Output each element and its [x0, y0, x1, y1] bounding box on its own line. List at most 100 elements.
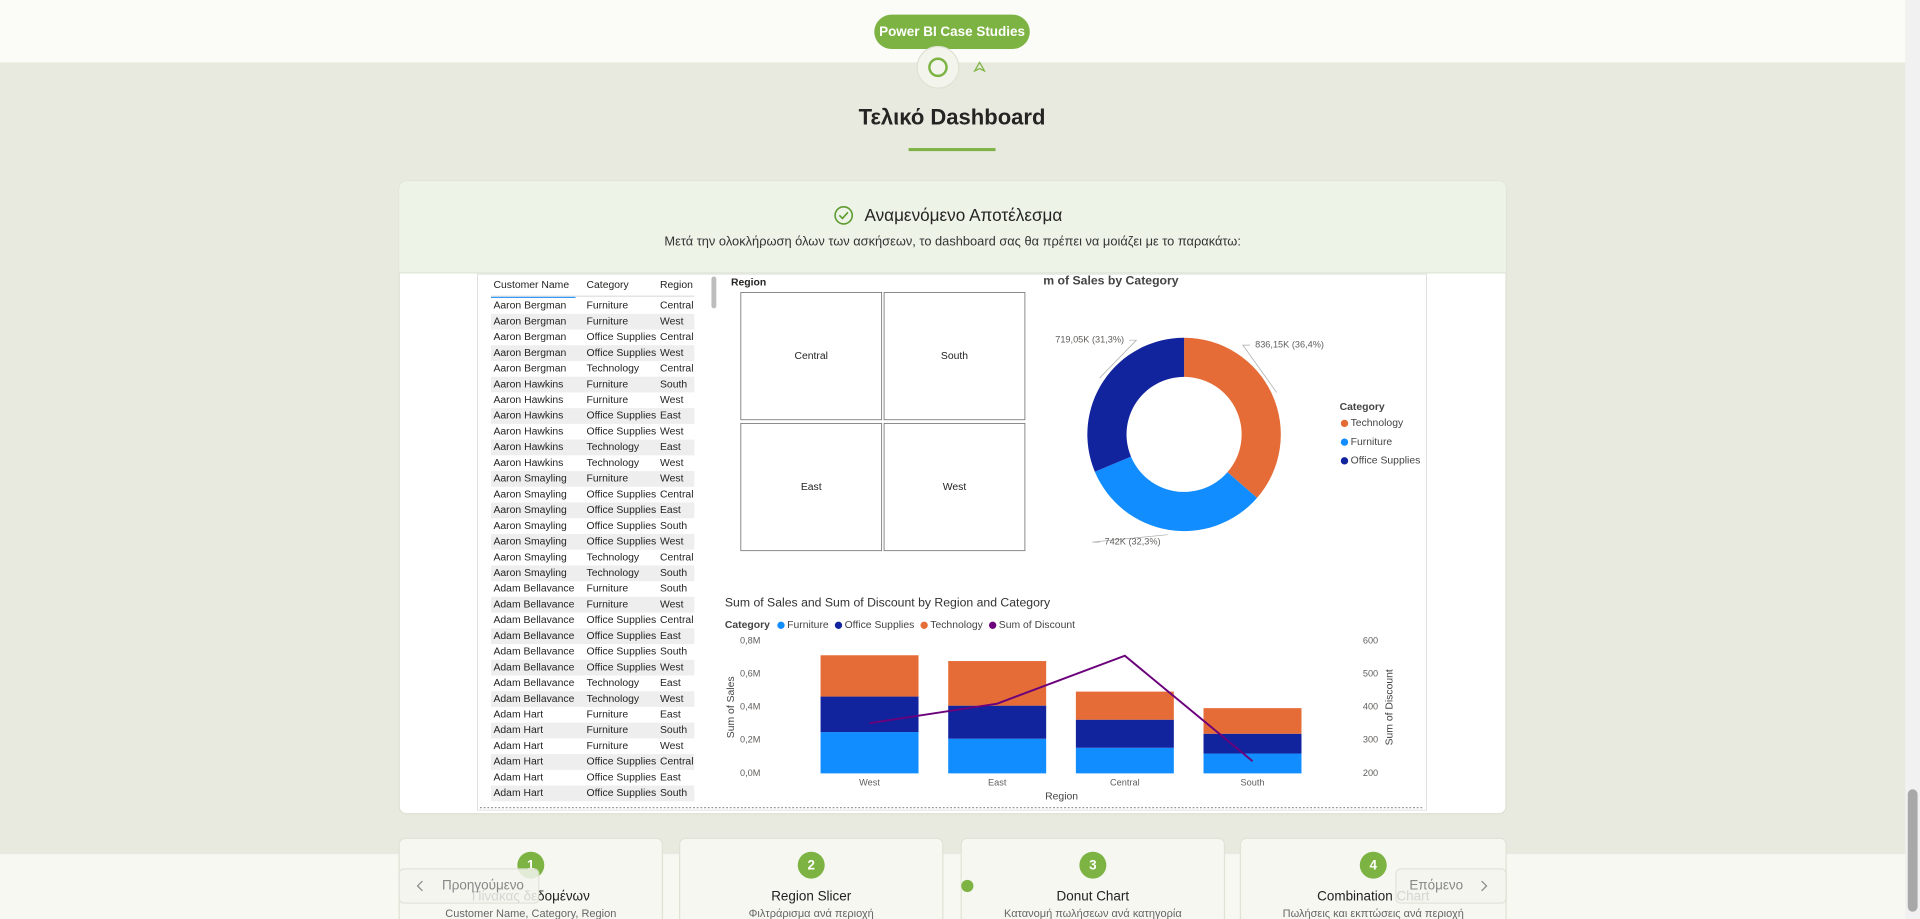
table-cell: Office Supplies [587, 631, 657, 642]
table-cell: Furniture [587, 301, 629, 312]
table-cell: South [660, 584, 687, 595]
table-cell: Adam Bellavance [493, 694, 574, 705]
y-tick-label: 0,0M [740, 768, 760, 778]
row-background [491, 313, 695, 330]
step-description: Κατανομή πωλήσεων ανά κατηγορία [1004, 908, 1182, 919]
title-underline [908, 148, 996, 152]
y2-tick-label: 600 [1363, 636, 1378, 646]
slicer-item: East [801, 482, 822, 493]
table-cell: Adam Bellavance [493, 584, 574, 595]
table-cell: Aaron Smayling [493, 537, 567, 548]
table-cell: Furniture [587, 395, 629, 406]
previous-icon[interactable] [416, 880, 423, 892]
table-cell: East [660, 505, 681, 516]
card-title: Αναμενόμενο Αποτέλεσμα [864, 205, 1062, 225]
row-background [491, 376, 695, 393]
x-tick-label: East [988, 778, 1007, 788]
next-button[interactable] [1395, 868, 1507, 904]
legend-marker [1340, 438, 1349, 446]
table-cell: Aaron Smayling [493, 474, 567, 485]
table-cell: West [660, 458, 684, 469]
y-tick-label: 0,8M [740, 636, 760, 646]
slicer-item: West [943, 482, 967, 493]
row-background [491, 722, 695, 739]
step-badge [797, 851, 825, 879]
table-cell: Aaron Hawkins [493, 442, 563, 453]
table-cell: Aaron Smayling [493, 489, 567, 500]
donut-slice [1184, 337, 1281, 498]
slicer-tile[interactable] [740, 422, 883, 552]
table-cell: Adam Hart [493, 710, 543, 721]
button-label[interactable]: Power BI Case Studies [879, 24, 1025, 39]
table-cell: Aaron Hawkins [493, 395, 563, 406]
bar-segment [1075, 691, 1174, 720]
row-background [491, 439, 695, 456]
table-cell: Aaron Bergman [493, 364, 566, 375]
table-cell: South [660, 725, 687, 736]
slicer-item: South [941, 351, 968, 362]
table-cell: Furniture [587, 599, 629, 610]
table-cell: Aaron Smayling [493, 568, 567, 579]
column-header: Region [660, 280, 693, 291]
table-cell: Furniture [587, 379, 629, 390]
case-studies-button[interactable] [874, 14, 1030, 49]
row-background [491, 533, 695, 550]
step-title: Region Slicer [771, 889, 852, 904]
column-header: Category [587, 280, 630, 291]
table-cell: South [660, 647, 687, 658]
table-cell: West [660, 395, 684, 406]
next-label[interactable]: Επόμενο [1409, 878, 1463, 893]
legend-marker [1340, 457, 1349, 465]
card-subtitle: Μετά την ολοκλήρωση όλων των ασκήσεων, τ… [664, 234, 1241, 249]
slicer-tile[interactable] [883, 292, 1026, 421]
icon [928, 57, 948, 78]
step-badge [1079, 851, 1107, 879]
table-cell: West [660, 474, 684, 485]
table-cell: Aaron Smayling [493, 552, 567, 563]
table-cell: Aaron Smayling [493, 505, 567, 516]
section-title: Τελικό Dashboard [859, 105, 1046, 130]
slicer-tile[interactable] [883, 422, 1026, 552]
slicer-tile[interactable] [740, 292, 883, 421]
table-cell: Central [660, 301, 694, 312]
icon-circle [916, 45, 960, 89]
legend-item: Office Supplies [1351, 456, 1421, 467]
table-cell: Technology [587, 568, 640, 579]
legend-item: Technology [1351, 418, 1404, 429]
table-cell: Aaron Smayling [493, 521, 567, 532]
table-cell: Aaron Bergman [493, 316, 566, 327]
legend-marker [988, 621, 997, 629]
table-cell: Adam Hart [493, 741, 543, 752]
card-header [399, 181, 1507, 273]
step-number: 4 [1370, 857, 1378, 872]
previous-label[interactable]: Προηγούμενο [442, 878, 524, 893]
table-cell: Office Supplies [587, 757, 657, 768]
table-cell: Adam Bellavance [493, 647, 574, 658]
y-tick-label: 0,4M [740, 702, 760, 712]
table-cell: Adam Bellavance [493, 599, 574, 610]
table-cell: Office Supplies [587, 426, 657, 437]
row-background [491, 691, 695, 707]
table-cell: East [660, 442, 681, 453]
table-cell: Aaron Hawkins [493, 426, 563, 437]
legend-marker [777, 621, 785, 629]
table-cell: South [660, 568, 687, 579]
leader-line [1242, 344, 1277, 393]
next-icon[interactable] [1481, 880, 1488, 892]
previous-button[interactable] [398, 868, 540, 904]
bar-segment [820, 696, 919, 733]
table-cell: Office Supplies [587, 788, 657, 799]
legend-title: Category [1340, 402, 1385, 413]
table-cell: East [660, 411, 681, 422]
table-cell: Office Supplies [587, 521, 657, 532]
bar-segment [948, 661, 1047, 706]
y2-tick-label: 400 [1363, 702, 1378, 712]
table-cell: Aaron Hawkins [493, 411, 563, 422]
scrollbar-thumb[interactable] [1907, 789, 1918, 912]
x-axis-title: Region [1045, 791, 1078, 802]
table-cell: Furniture [587, 725, 629, 736]
slicer-title: Region [731, 277, 766, 288]
bar-segment [1203, 753, 1302, 774]
x-tick-label: South [1241, 778, 1265, 788]
